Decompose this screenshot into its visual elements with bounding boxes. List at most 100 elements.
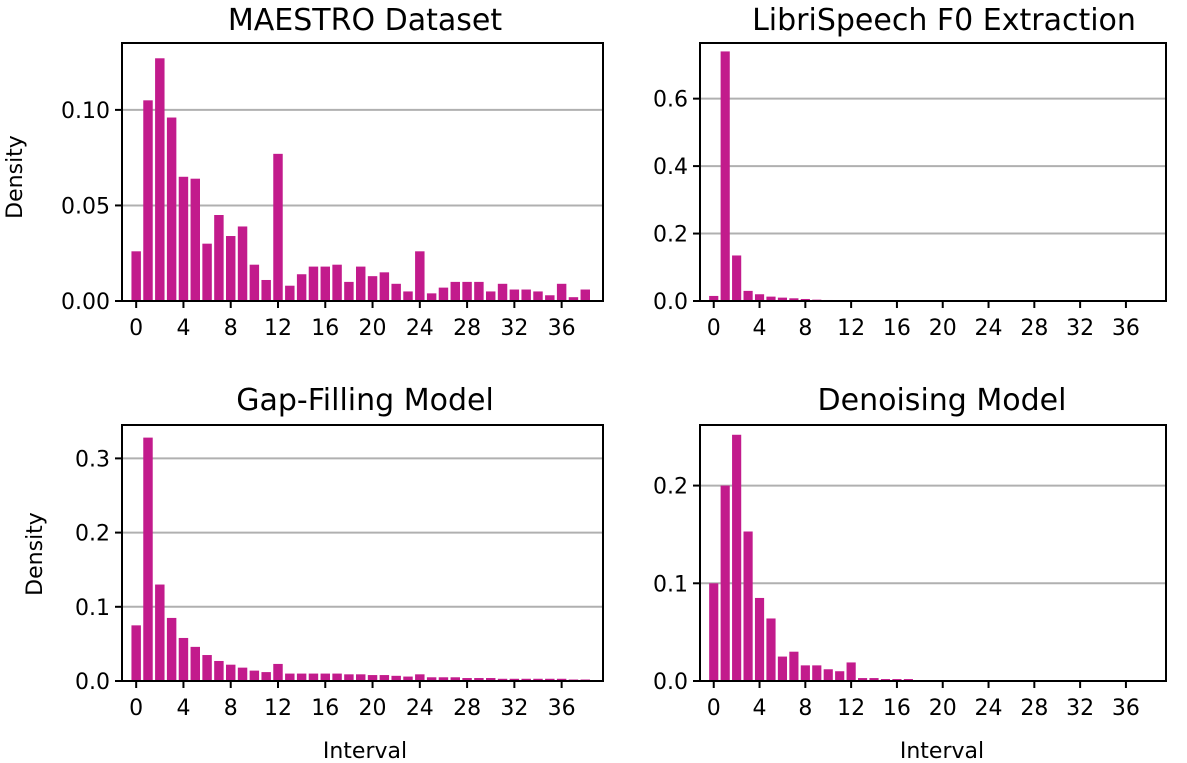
bar <box>178 176 189 301</box>
bar <box>545 678 555 681</box>
x-tick-label: 4 <box>176 696 190 721</box>
bar <box>155 584 165 681</box>
x-tick-label: 0 <box>707 316 721 341</box>
y-tick-label: 0.10 <box>61 99 110 124</box>
bar <box>285 285 295 301</box>
bar <box>754 294 765 301</box>
x-tick-label: 4 <box>753 696 767 721</box>
bar <box>812 665 822 681</box>
bar <box>296 274 307 301</box>
bar <box>202 243 212 301</box>
bar <box>777 656 788 681</box>
bar <box>237 667 248 681</box>
panel-gap-filling-model: Gap-Filling Model Density Interval 0.0 0.… <box>23 383 604 763</box>
x-tick-label: 0 <box>129 316 143 341</box>
bar <box>379 675 390 681</box>
bar <box>777 297 788 301</box>
bar <box>261 672 271 681</box>
x-tick-label: 28 <box>1020 696 1048 721</box>
y-tick-label: 0.00 <box>61 290 110 315</box>
bar <box>800 665 810 681</box>
x-tick-label: 32 <box>500 696 528 721</box>
bar <box>415 251 425 301</box>
bar <box>789 651 799 681</box>
bar <box>462 678 472 681</box>
bar <box>261 279 271 301</box>
x-tick-label: 24 <box>975 316 1003 341</box>
bar <box>732 434 742 681</box>
x-tick-label: 36 <box>548 696 576 721</box>
x-tick-label: 36 <box>1112 696 1140 721</box>
bar <box>580 289 590 301</box>
bar <box>568 297 579 301</box>
bar <box>344 281 354 301</box>
x-tick-label: 16 <box>883 316 911 341</box>
bar <box>450 281 460 301</box>
bar <box>869 678 879 681</box>
bar <box>344 674 354 681</box>
x-tick-label: 16 <box>311 696 339 721</box>
bar <box>367 675 378 681</box>
bar <box>249 670 260 681</box>
chart-title: Denoising Model <box>818 383 1067 418</box>
y-tick-label: 0.0 <box>75 670 110 695</box>
bar <box>426 677 437 681</box>
bar <box>732 255 742 301</box>
bar <box>533 678 543 681</box>
y-axis-label: Density <box>23 512 48 596</box>
x-tick-label: 0 <box>707 696 721 721</box>
bar <box>509 678 520 681</box>
bar <box>403 676 413 681</box>
bar <box>296 673 307 681</box>
bar <box>800 298 810 301</box>
x-tick-label: 32 <box>500 316 528 341</box>
bar <box>486 678 496 681</box>
bar <box>556 283 567 301</box>
bar <box>521 289 531 301</box>
y-axis-label: Density <box>3 135 28 219</box>
bar <box>766 618 776 681</box>
bar <box>273 153 283 301</box>
x-tick-label: 24 <box>406 316 434 341</box>
bar <box>356 674 366 681</box>
bar <box>202 655 212 681</box>
bar <box>332 673 342 681</box>
y-tick-label: 0.2 <box>653 475 688 500</box>
x-tick-label: 20 <box>359 696 387 721</box>
x-tick-label: 36 <box>548 316 576 341</box>
bar <box>391 675 401 681</box>
y-tick-label: 0.1 <box>653 572 688 597</box>
bar <box>214 215 224 301</box>
y-tick-label: 0.4 <box>653 155 688 180</box>
x-tick-label: 12 <box>837 316 865 341</box>
x-tick-label: 8 <box>798 316 812 341</box>
bar <box>391 283 401 301</box>
bar <box>308 673 319 681</box>
bar <box>474 281 484 301</box>
bar <box>214 660 224 681</box>
x-tick-label: 4 <box>176 316 190 341</box>
bar <box>143 100 153 301</box>
bar <box>486 291 496 301</box>
bar <box>497 283 508 301</box>
x-tick-label: 4 <box>753 316 767 341</box>
bar <box>379 272 390 301</box>
bar <box>450 677 460 681</box>
panel-denoising-model: Denoising Model Interval 0.0 0.1 0.2 0 4 8 12 1… <box>653 383 1167 763</box>
bar <box>273 663 283 681</box>
x-tick-label: 20 <box>929 316 957 341</box>
bar <box>509 289 520 301</box>
bar <box>789 298 799 301</box>
x-axis-label: Interval <box>900 739 984 763</box>
x-tick-label: 28 <box>453 696 481 721</box>
bar <box>367 276 378 301</box>
bar <box>285 673 295 681</box>
y-tick-label: 0.2 <box>653 223 688 248</box>
x-tick-label: 20 <box>929 696 957 721</box>
bar <box>766 296 776 301</box>
bar <box>426 293 437 301</box>
plot-frame <box>121 424 604 682</box>
y-tick-label: 0.05 <box>61 194 110 219</box>
bar <box>166 117 177 301</box>
